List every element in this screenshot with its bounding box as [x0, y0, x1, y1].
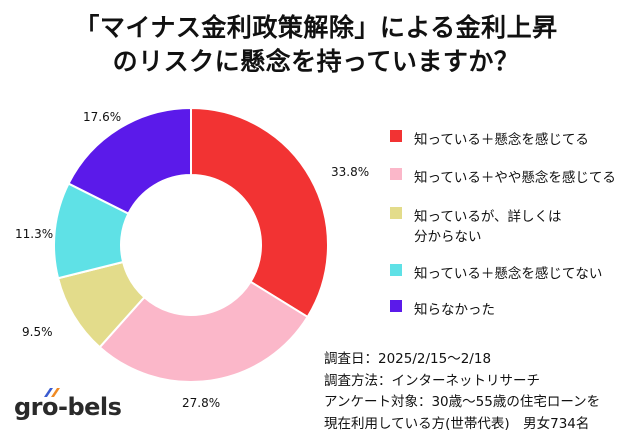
legend-swatch [390, 300, 402, 312]
donut-slice [190, 106, 329, 319]
legend-label: 知っている＋やや懸念を感じてる [414, 170, 616, 186]
legend-label: 知らなかった [414, 302, 495, 318]
note-line: アンケート対象：30歳〜55歳の住宅ローンを [324, 394, 601, 410]
legend-swatch [390, 264, 402, 276]
legend-label: 知っている＋懸念を感じてる [414, 132, 589, 148]
logo-mark-icon [44, 388, 60, 397]
legend-swatch [390, 168, 402, 180]
donut-slice [98, 280, 309, 383]
data-label: 33.8% [331, 165, 370, 179]
legend-item: 知らなかった [390, 298, 495, 318]
legend-item: 知っているが、詳しくは 分からない [390, 205, 562, 245]
survey-notes: 調査日：2025/2/15〜2/18 調査方法：インターネットリサーチ アンケー… [324, 349, 600, 435]
data-label: 17.6% [83, 110, 122, 124]
data-label: 27.8% [182, 396, 221, 410]
chart-title-line2: のリスクに懸念を持っていますか？ [112, 47, 520, 76]
legend-swatch [390, 207, 402, 219]
note-line: 調査日：2025/2/15〜2/18 [324, 351, 492, 367]
legend-item: 知っている＋やや懸念を感じてる [390, 166, 616, 186]
logo: gro-bels [14, 388, 122, 421]
donut-slice [67, 106, 192, 215]
data-label: 9.5% [22, 325, 53, 339]
note-line: 調査方法：インターネットリサーチ [324, 372, 540, 389]
note-line: 現在利用している方(世帯代表) 男女734名 [324, 415, 590, 432]
data-label: 11.3% [15, 227, 54, 241]
chart-title-line1: 「マイナス金利政策解除」による金利上昇 [74, 13, 558, 42]
legend-item: 知っている＋懸念を感じてない [390, 262, 602, 282]
legend-label: 知っているが、詳しくは 分からない [414, 209, 562, 245]
legend-label: 知っている＋懸念を感じてない [414, 266, 603, 282]
legend-swatch [390, 130, 402, 142]
legend-item: 知っている＋懸念を感じてる [390, 128, 589, 148]
